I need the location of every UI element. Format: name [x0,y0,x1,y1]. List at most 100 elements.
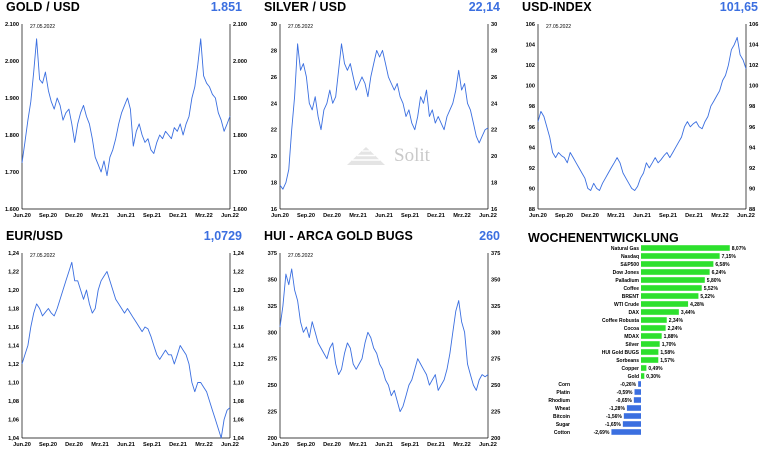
bar-category-label: Platin [556,390,570,396]
x-tick-label: Sep.20 [39,213,57,219]
bar [641,365,647,371]
y-tick-label-left: 1,16 [8,325,19,331]
y-tick-label-right: 1,22 [233,270,244,276]
y-tick-label-left: 225 [268,410,277,416]
y-tick-label-right: 275 [491,357,500,363]
bar [611,429,641,435]
x-tick-label: Dez.21 [169,213,187,219]
series-line [279,43,489,190]
y-tick-label-right: 225 [491,410,500,416]
y-tick-label-left: 104 [526,43,536,49]
bar-value-label: 1,57% [660,358,675,364]
y-tick-label-left: 375 [268,251,277,257]
bar-category-label: Dow Jones [613,270,640,276]
bar [641,301,689,307]
bar-value-label: 5,52% [704,286,719,292]
bar [622,421,641,427]
x-tick-label: Jun.21 [375,442,393,448]
y-tick-label-right: 1,18 [233,307,244,313]
bar-category-label: S&P500 [620,262,639,268]
bar-category-label: Nasdaq [621,254,639,260]
x-tick-label: Sep.21 [143,442,161,448]
y-tick-label-right: 88 [749,207,755,213]
x-tick-label: Jun.20 [13,213,31,219]
y-tick-label-right: 1,16 [233,325,244,331]
x-tick-label: Dez.21 [427,213,445,219]
bar [641,349,659,355]
bar [641,341,660,347]
y-tick-label-left: 1.600 [5,207,19,213]
bar-value-label: 0,49% [648,366,663,372]
bar-value-label: 6,24% [712,270,727,276]
chart-title: SILVER / USD [264,0,347,14]
y-tick-label-right: 1,14 [233,344,245,350]
y-tick-label-right: 24 [491,101,498,107]
y-tick-label-left: 94 [529,145,536,151]
y-tick-label-left: 325 [268,304,277,310]
y-tick-label-left: 1.800 [5,133,19,139]
y-tick-label-left: 30 [271,22,277,28]
bar-value-label: 4,28% [690,302,705,308]
bar-category-label: Gold [628,374,639,380]
y-tick-label-left: 18 [271,181,277,187]
watermark-text: Solit [394,145,430,166]
y-tick-label-left: 1,18 [8,307,19,313]
x-tick-label: Mrz.22 [453,442,470,448]
y-tick-label-right: 1,12 [233,362,244,368]
x-tick-label: Jun.21 [633,213,651,219]
y-tick-label-right: 94 [749,145,756,151]
x-tick-label: Jun.20 [529,213,547,219]
y-tick-label-left: 1,12 [8,362,19,368]
bar-value-label: -1,56% [606,414,622,420]
x-tick-label: Mrz.21 [91,442,108,448]
y-tick-label-left: 250 [268,383,277,389]
y-tick-label-right: 98 [749,104,755,110]
y-tick-label-left: 1.900 [5,96,19,102]
y-tick-label-right: 28 [491,48,497,54]
y-tick-label-left: 20 [271,154,277,160]
y-tick-label-left: 98 [529,104,535,110]
bar [641,373,645,379]
bar-value-label: 3,44% [681,310,696,316]
y-tick-label-left: 2.100 [5,22,19,28]
x-tick-label: Sep.21 [401,442,419,448]
y-tick-label-left: 16 [271,207,277,213]
chart-canvas: 2.100 2.100 2.000 2.000 1.900 1.900 1.800 1.800… [5,22,247,219]
x-tick-label: Mrz.21 [349,442,366,448]
chart-title: HUI - ARCA GOLD BUGS [264,229,413,243]
y-tick-label-right: 92 [749,166,755,172]
y-tick-label-right: 250 [491,383,500,389]
y-tick-label-left: 200 [268,436,277,442]
chart-last-value: 101,65 [719,0,758,14]
bar-category-label: BRENT [622,294,639,300]
chart-gold: GOLD / USD 1.851 2.100 2.100 2.000 2.000 1.9… [0,0,252,221]
bar [638,381,641,387]
chart-canvas: 375 375 350 350 325 325 300 300 275 275 250 250 225 2… [268,251,501,448]
y-tick-label-left: 26 [271,75,277,81]
y-tick-label-left: 275 [268,357,277,363]
x-tick-label: Sep.20 [297,442,315,448]
bar-value-label: 1,58% [660,350,675,356]
x-tick-label: Dez.20 [323,213,341,219]
x-tick-label: Sep.20 [297,213,315,219]
bar [626,405,641,411]
y-tick-label-left: 22 [271,128,277,134]
x-tick-label: Mrz.21 [607,213,624,219]
bar-category-label: HUI Gold BUGS [602,350,640,356]
y-tick-label-right: 1.800 [233,133,247,139]
chart-last-value: 1.851 [210,0,242,14]
y-tick-label-left: 102 [526,63,535,69]
chart-title: EUR/USD [6,229,63,243]
y-tick-label-right: 1,08 [233,399,244,405]
bar-value-label: 2,34% [669,318,684,324]
bar-category-label: Corn [558,382,570,388]
x-tick-label: Jun.21 [117,442,135,448]
bar [641,357,659,363]
y-tick-label-right: 1,10 [233,381,244,387]
series-line [279,268,489,413]
bar-category-label: Coffee Robusta [602,318,639,324]
x-tick-label: Jun.20 [271,213,289,219]
x-tick-label: Jun.22 [221,442,239,448]
y-tick-label-right: 30 [491,22,497,28]
